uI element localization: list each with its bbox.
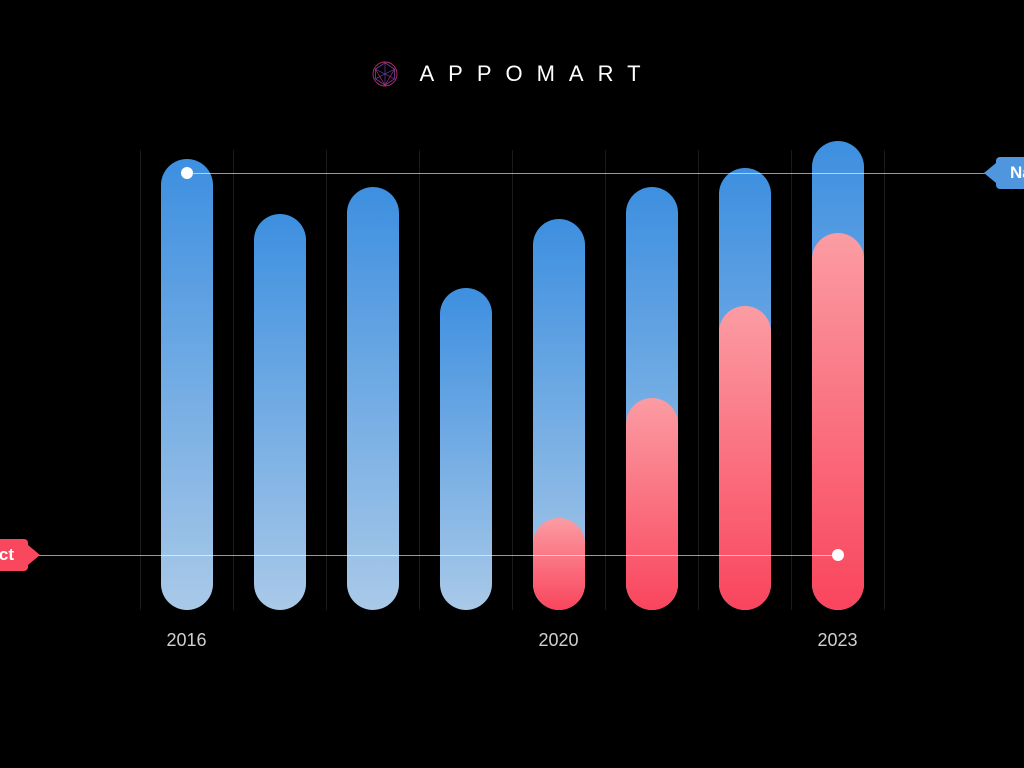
chart-bar	[719, 168, 771, 610]
react-legend-tag: React	[0, 539, 28, 571]
native-callout-line	[187, 173, 995, 174]
chart-container: NativeReact 2016 2020 2023	[140, 150, 884, 690]
bar-segment-native	[347, 187, 399, 610]
grid-line	[233, 150, 234, 610]
chart-bar	[626, 187, 678, 610]
grid-line	[698, 150, 699, 610]
x-axis-label: 2020	[538, 630, 578, 651]
bar-segment-native	[254, 214, 306, 610]
chart-bar	[347, 187, 399, 610]
chart-x-axis-labels: 2016 2020 2023	[140, 630, 884, 660]
x-axis-label: 2016	[166, 630, 206, 651]
chart-bar	[812, 141, 864, 610]
x-axis-label: 2023	[817, 630, 857, 651]
grid-line	[884, 150, 885, 610]
grid-line	[419, 150, 420, 610]
react-callout-line	[30, 555, 838, 556]
grid-line	[140, 150, 141, 610]
react-callout-dot	[832, 549, 844, 561]
grid-line	[605, 150, 606, 610]
bar-segment-react	[533, 518, 585, 610]
bar-segment-react	[626, 398, 678, 610]
native-callout-dot	[181, 167, 193, 179]
chart-bar	[533, 219, 585, 610]
chart-bar	[161, 159, 213, 610]
chart-plot-area: NativeReact	[140, 150, 884, 610]
grid-line	[512, 150, 513, 610]
chart-bar	[254, 214, 306, 610]
brand-name: APPOMART	[419, 61, 654, 87]
bar-segment-react	[719, 306, 771, 610]
grid-line	[791, 150, 792, 610]
header: APPOMART	[0, 58, 1024, 90]
grid-line	[326, 150, 327, 610]
brand-logo-icon	[369, 58, 401, 90]
bar-segment-native	[440, 288, 492, 610]
bar-segment-native	[161, 159, 213, 610]
chart-bar	[440, 288, 492, 610]
native-legend-tag: Native	[996, 157, 1024, 189]
page-root: APPOMART NativeReact 201620202023	[0, 0, 1024, 768]
